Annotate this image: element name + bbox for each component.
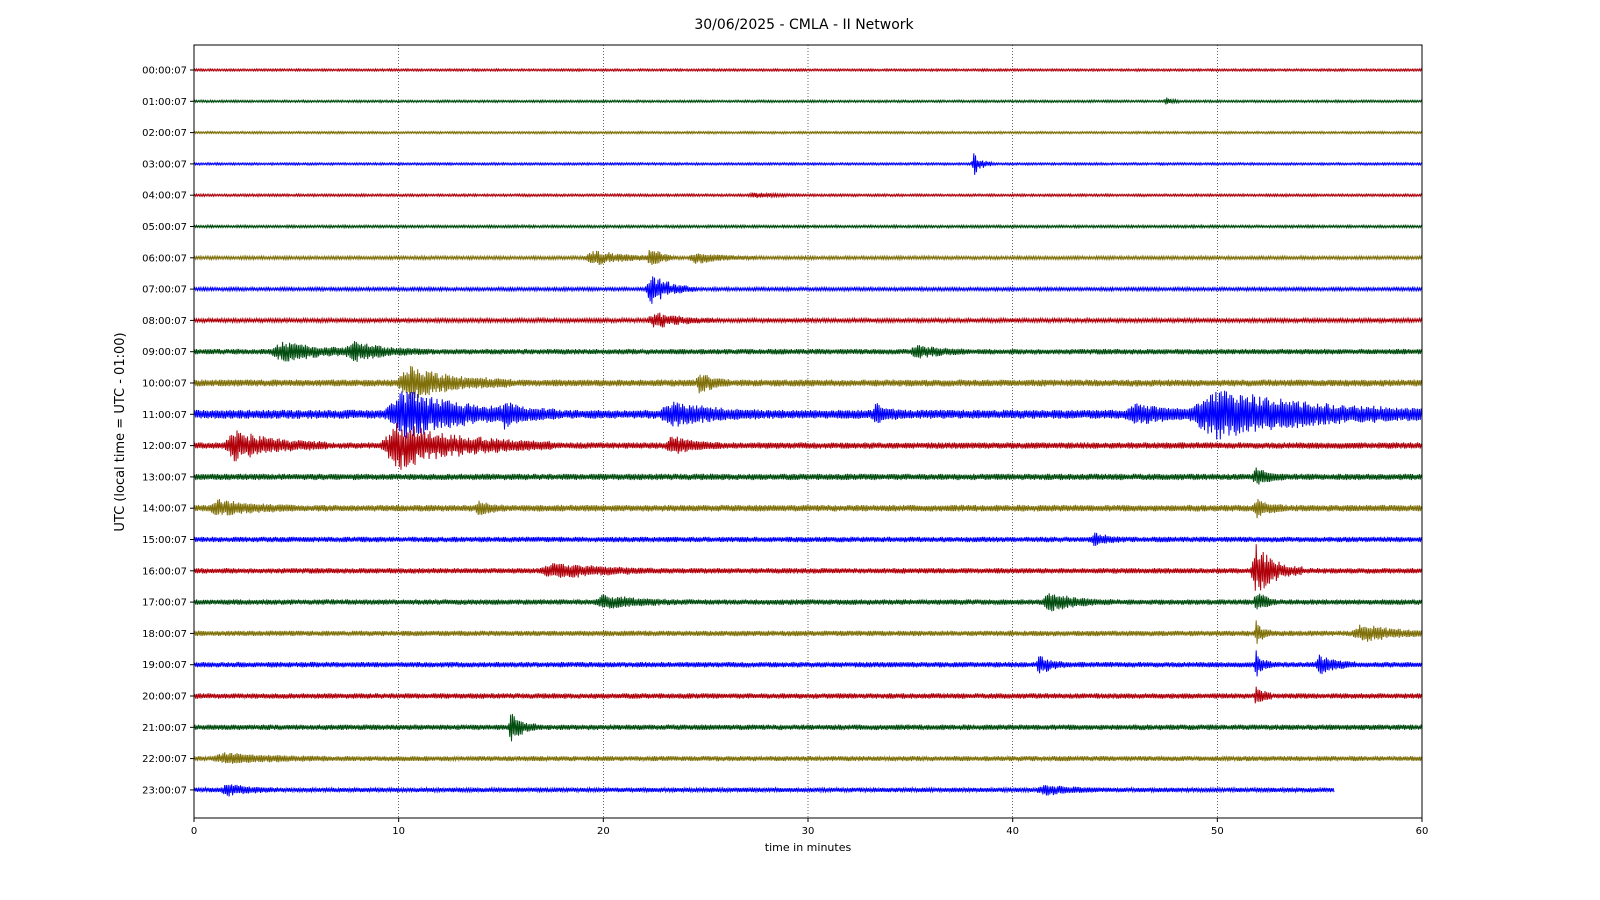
x-tick-label: 50 bbox=[1211, 826, 1224, 837]
y-tick-label: 19:00:07 bbox=[142, 660, 187, 671]
trace-04-00-07 bbox=[193, 191, 1423, 199]
y-tick-label: 14:00:07 bbox=[142, 504, 187, 515]
trace-16-00-07 bbox=[193, 544, 1423, 591]
x-tick-label: 40 bbox=[1006, 826, 1019, 837]
trace-01-00-07 bbox=[193, 97, 1423, 105]
trace-20-00-07 bbox=[193, 686, 1423, 704]
seismogram-traces bbox=[193, 67, 1423, 797]
y-tick-label: 15:00:07 bbox=[142, 535, 187, 546]
y-tick-label: 00:00:07 bbox=[142, 66, 187, 77]
y-tick-label: 18:00:07 bbox=[142, 629, 187, 640]
y-tick-label: 12:00:07 bbox=[142, 441, 187, 452]
trace-19-00-07 bbox=[193, 650, 1423, 677]
trace-03-00-07 bbox=[193, 153, 1423, 175]
x-tick-label: 10 bbox=[392, 826, 405, 837]
x-tick-label: 60 bbox=[1416, 826, 1429, 837]
x-axis-label: time in minutes bbox=[765, 841, 852, 854]
y-tick-label: 08:00:07 bbox=[142, 316, 187, 327]
y-tick-label: 06:00:07 bbox=[142, 253, 187, 264]
y-tick-label: 11:00:07 bbox=[142, 410, 187, 421]
vertical-grid bbox=[398, 45, 1218, 818]
y-tick-label: 22:00:07 bbox=[142, 754, 187, 765]
x-tick-label: 0 bbox=[191, 826, 197, 837]
y-tick-label: 20:00:07 bbox=[142, 692, 187, 703]
chart-title: 30/06/2025 - CMLA - II Network bbox=[694, 17, 914, 33]
trace-17-00-07 bbox=[193, 593, 1423, 612]
trace-21-00-07 bbox=[193, 713, 1423, 742]
trace-15-00-07 bbox=[193, 532, 1423, 546]
trace-22-00-07 bbox=[193, 752, 1423, 764]
y-tick-label: 01:00:07 bbox=[142, 97, 187, 108]
y-tick-label: 07:00:07 bbox=[142, 285, 187, 296]
x-axis-ticks: 0 10 20 30 40 50 60 bbox=[191, 818, 1429, 837]
y-tick-label: 05:00:07 bbox=[142, 222, 187, 233]
trace-02-00-07 bbox=[193, 130, 1423, 136]
trace-05-00-07 bbox=[193, 223, 1423, 230]
x-tick-label: 20 bbox=[597, 826, 610, 837]
y-tick-label: 09:00:07 bbox=[142, 347, 187, 358]
y-axis-label: UTC (local time = UTC - 01:00) bbox=[113, 332, 128, 531]
y-tick-label: 17:00:07 bbox=[142, 598, 187, 609]
y-tick-label: 10:00:07 bbox=[142, 379, 187, 390]
trace-13-00-07 bbox=[193, 467, 1423, 485]
trace-10-00-07 bbox=[193, 365, 1423, 399]
trace-09-00-07 bbox=[193, 341, 1423, 362]
trace-23-00-07 bbox=[193, 784, 1335, 797]
y-tick-label: 02:00:07 bbox=[142, 128, 187, 139]
trace-07-00-07 bbox=[193, 276, 1423, 304]
trace-00-00-07 bbox=[193, 67, 1423, 73]
y-tick-label: 03:00:07 bbox=[142, 159, 187, 170]
trace-06-00-07 bbox=[193, 249, 1423, 266]
trace-11-00-07 bbox=[193, 390, 1423, 440]
trace-08-00-07 bbox=[193, 312, 1423, 328]
y-tick-label: 21:00:07 bbox=[142, 723, 187, 734]
trace-18-00-07 bbox=[193, 620, 1423, 644]
y-tick-label: 16:00:07 bbox=[142, 566, 187, 577]
trace-14-00-07 bbox=[193, 498, 1423, 519]
y-tick-label: 13:00:07 bbox=[142, 472, 187, 483]
y-tick-label: 23:00:07 bbox=[142, 785, 187, 796]
x-tick-label: 30 bbox=[802, 826, 815, 837]
y-axis-ticks: 00:00:07 01:00:07 02:00:07 03:00:07 04:00:07… bbox=[142, 66, 194, 796]
y-tick-label: 04:00:07 bbox=[142, 191, 187, 202]
trace-12-00-07 bbox=[193, 422, 1423, 470]
